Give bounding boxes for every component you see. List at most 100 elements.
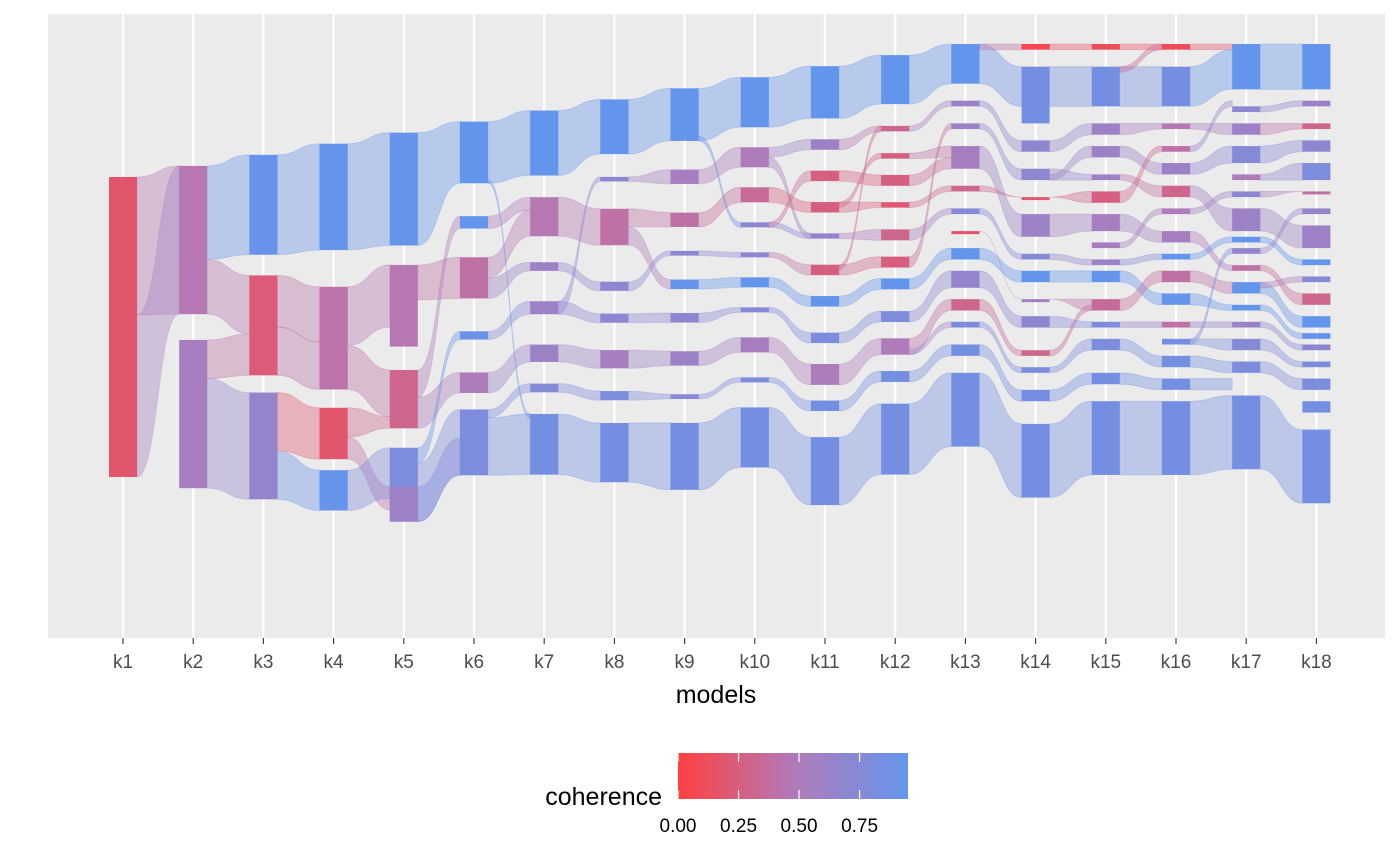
node-k17-16	[1232, 395, 1261, 470]
node-k2-1	[179, 165, 208, 315]
flow-k6-6-to-k7-7	[487, 413, 531, 476]
node-k8-4	[600, 281, 629, 291]
node-k4-2	[319, 286, 348, 390]
node-k13-7	[951, 231, 980, 235]
nodes-layer	[109, 44, 1331, 522]
node-k18-8	[1302, 225, 1331, 249]
node-k14-2	[1021, 66, 1050, 124]
node-k15-13	[1091, 338, 1120, 351]
flow-k16-16-to-k17-17	[1189, 395, 1233, 476]
flow-k14-2-to-k15-2	[1049, 66, 1093, 107]
flow-k17-1-to-k18-1	[1259, 43, 1303, 90]
node-k8-7	[600, 391, 629, 401]
node-k9-7	[670, 351, 699, 366]
node-k10-4	[740, 222, 769, 228]
legend-tick-label-1: 0.25	[720, 816, 757, 837]
node-k18-2	[1302, 100, 1331, 107]
node-k9-1	[670, 88, 699, 141]
node-k17-1	[1232, 44, 1261, 90]
flow-k10-10-to-k11-11	[768, 407, 812, 506]
node-k8-2	[600, 176, 629, 182]
node-k6-2	[460, 216, 488, 229]
x-tick-label-k5: k5	[394, 652, 414, 673]
node-k11-11	[811, 437, 839, 506]
flow-k15-15-to-k16-16	[1119, 400, 1163, 476]
node-k13-5	[951, 185, 980, 192]
node-k12-5	[881, 202, 910, 208]
flow-k1-1-to-k2-2	[136, 165, 180, 478]
flow-k9-5-to-k10-6	[698, 276, 742, 290]
flow-k8-6-to-k9-7	[628, 349, 671, 369]
node-k15-10	[1091, 270, 1120, 283]
node-k14-7	[1021, 253, 1050, 260]
node-k10-7	[740, 307, 769, 313]
x-tick-label-k12: k12	[880, 652, 911, 673]
node-k10-3	[740, 187, 769, 203]
node-k14-6	[1021, 214, 1050, 237]
x-tick-label-k4: k4	[324, 652, 345, 673]
node-k18-10	[1302, 276, 1331, 283]
legend-tick-label-3: 0.75	[841, 816, 878, 837]
node-k10-1	[740, 77, 769, 128]
node-k10-9	[740, 377, 769, 383]
node-k13-11	[951, 321, 980, 328]
node-k4-4	[319, 470, 348, 511]
node-k7-7	[530, 413, 559, 475]
flow-k10-2-to-k11-5	[768, 156, 812, 239]
node-k7-6	[530, 383, 559, 393]
node-k10-2	[740, 147, 769, 168]
node-k11-2	[811, 139, 839, 150]
node-k15-15	[1091, 401, 1120, 475]
flow-k2-2-to-k3-2	[206, 333, 250, 380]
node-k12-8	[881, 278, 910, 290]
node-k12-9	[881, 311, 910, 323]
node-k14-10	[1021, 316, 1050, 328]
flow-k3-2-to-k4-2	[277, 326, 320, 390]
flow-k7-7-to-k8-8	[557, 413, 601, 483]
node-k16-1	[1162, 44, 1190, 50]
node-k15-2	[1091, 66, 1120, 107]
node-k11-5	[811, 233, 839, 239]
node-k17-7	[1232, 208, 1261, 232]
node-k17-11	[1232, 282, 1261, 294]
node-k13-4	[951, 146, 980, 169]
node-k18-5	[1302, 163, 1331, 181]
node-k12-2	[881, 125, 910, 132]
node-k8-6	[600, 350, 629, 369]
node-k6-4	[460, 331, 488, 340]
flow-k5-2-to-k6-3	[417, 256, 461, 301]
flow-k15-2-to-k16-2	[1119, 66, 1163, 107]
flow-k10-3-to-k11-4	[768, 186, 812, 213]
flow-k11-6-to-k12-7	[838, 256, 882, 276]
node-k8-8	[600, 422, 629, 483]
x-tick-label-k1: k1	[113, 652, 133, 673]
node-k15-7	[1091, 214, 1120, 232]
flow-k17-2-to-k18-2	[1259, 100, 1303, 113]
node-k15-12	[1091, 321, 1120, 328]
flow-k5-3-to-k6-2	[417, 215, 461, 398]
node-k13-10	[951, 299, 980, 311]
node-k14-13	[1021, 389, 1050, 402]
flow-k4-1-to-k5-1	[347, 132, 391, 251]
x-tick-label-k10: k10	[739, 652, 770, 673]
flow-k15-12-to-k16-12	[1119, 321, 1163, 328]
flow-k11-8-to-k12-9	[838, 310, 882, 344]
node-k16-3	[1162, 123, 1190, 130]
node-k14-14	[1021, 423, 1050, 498]
node-k3-1	[249, 154, 278, 255]
node-k7-2	[530, 197, 559, 237]
node-k12-3	[881, 153, 910, 159]
node-k3-2	[249, 275, 278, 376]
x-axis-title: models	[676, 681, 757, 709]
flow-k14-8-to-k15-10	[1049, 270, 1093, 283]
node-k16-4	[1162, 146, 1190, 152]
node-k11-8	[811, 332, 839, 344]
flow-k9-7-to-k10-8	[698, 336, 742, 366]
flow-k7-1-to-k8-1	[557, 99, 601, 176]
node-k11-1	[811, 66, 839, 119]
x-axis-ticks: k1 k2 k3 k4 k5 k6 k7 k8 k9 k10 k11 k12 k13 k14 k15 k16 k…	[113, 638, 1332, 673]
node-k18-14	[1302, 344, 1331, 351]
node-k13-6	[951, 208, 980, 215]
node-k11-3	[811, 170, 839, 182]
node-k15-14	[1091, 372, 1120, 385]
